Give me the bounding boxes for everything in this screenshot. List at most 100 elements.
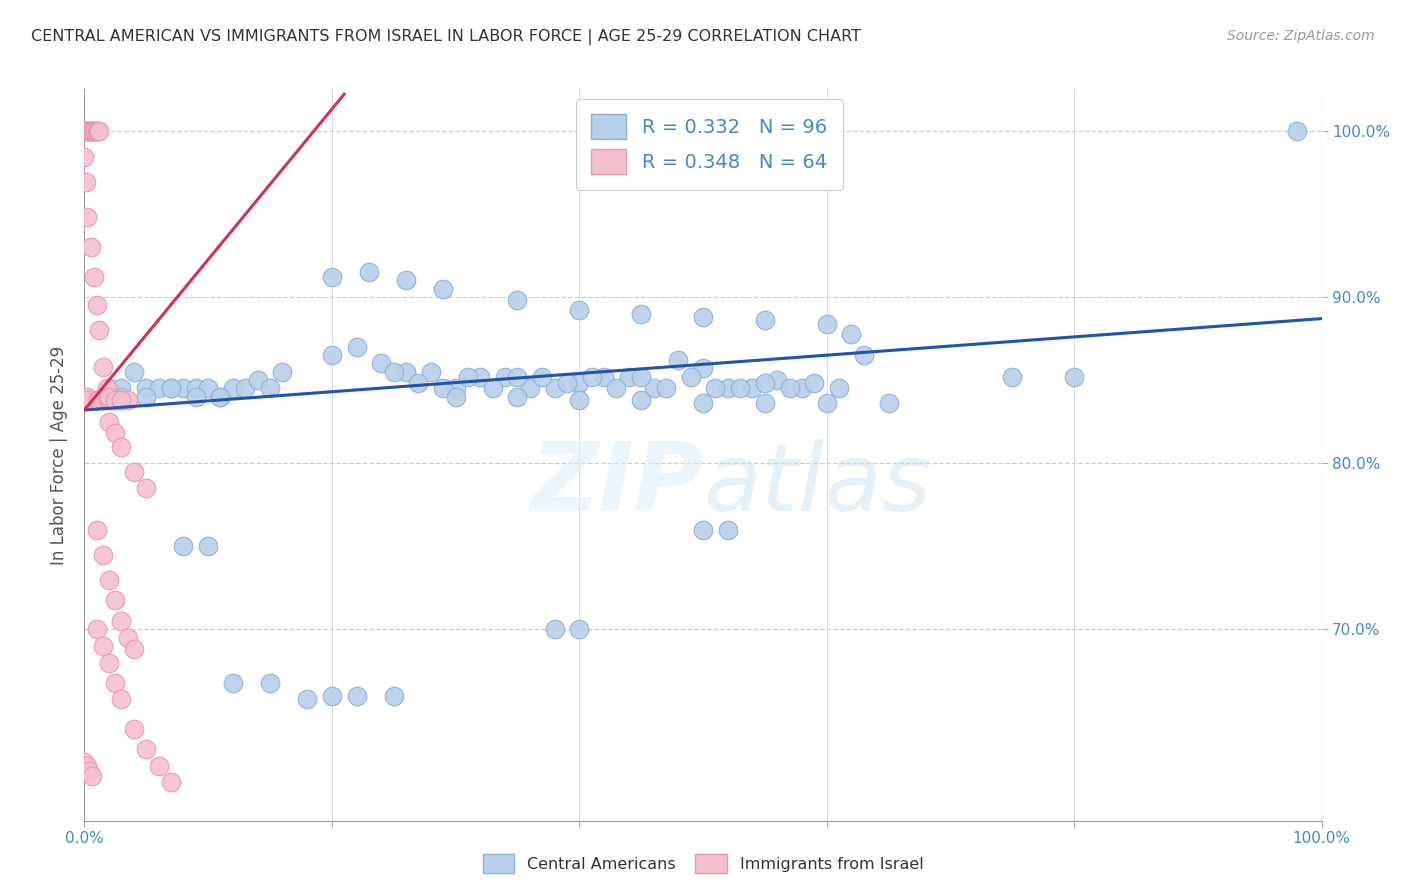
Point [395,365,418,379]
Point [80,124,103,138]
Point [76,210,98,224]
Point [543,381,565,395]
Point [135,742,157,756]
Point [73,756,96,770]
Point [110,381,132,395]
Point [91,548,114,562]
Point [754,396,776,410]
Point [104,392,127,407]
Text: atlas: atlas [703,439,931,530]
Point [98,390,121,404]
Point [815,317,838,331]
Point [444,381,467,395]
Point [815,396,838,410]
Point [86,623,108,637]
Point [184,381,207,395]
Point [630,369,652,384]
Point [108,392,131,407]
Point [741,381,763,395]
Point [104,426,127,441]
Point [617,369,640,384]
Point [76,124,98,138]
Point [100,392,122,407]
Point [470,369,492,384]
Point [728,381,751,395]
Point [110,692,132,706]
Point [630,307,652,321]
Point [122,642,145,657]
Point [766,373,789,387]
Point [89,323,111,337]
Point [89,124,111,138]
Point [852,348,875,362]
Point [321,689,343,703]
Point [754,313,776,327]
Point [172,539,194,553]
Point [457,369,479,384]
Point [593,369,616,384]
Point [841,326,863,341]
Point [160,381,183,395]
Point [419,365,441,379]
Point [222,381,245,395]
Point [568,392,591,407]
Point [259,381,281,395]
Point [506,390,529,404]
Point [117,631,139,645]
Point [110,392,132,407]
Point [79,764,101,778]
Point [122,465,145,479]
Point [295,692,318,706]
Point [110,440,132,454]
Point [543,623,565,637]
Point [704,381,727,395]
Point [506,293,529,308]
Point [828,381,851,395]
Point [98,415,121,429]
Point [259,675,281,690]
Point [98,392,121,407]
Point [197,381,219,395]
Point [271,365,294,379]
Point [75,175,97,189]
Point [1001,369,1024,384]
Point [87,124,110,138]
Point [506,369,529,384]
Point [197,539,219,553]
Y-axis label: In Labor Force | Age 25-29: In Labor Force | Age 25-29 [49,345,67,565]
Point [754,376,776,391]
Point [382,365,405,379]
Point [395,273,418,287]
Point [110,390,132,404]
Point [222,675,245,690]
Point [86,392,108,407]
Point [346,689,368,703]
Point [75,124,97,138]
Point [75,392,97,407]
Point [160,381,183,395]
Point [692,523,714,537]
Point [717,381,740,395]
Point [321,270,343,285]
Point [346,340,368,354]
Text: ZIP: ZIP [530,438,703,530]
Point [76,758,98,772]
Point [382,689,405,703]
Point [444,390,467,404]
Point [321,348,343,362]
Point [717,523,740,537]
Point [86,523,108,537]
Point [779,381,801,395]
Point [370,356,392,370]
Point [494,369,516,384]
Point [91,639,114,653]
Point [568,623,591,637]
Point [581,369,603,384]
Point [117,392,139,407]
Point [790,381,813,395]
Point [79,124,101,138]
Point [555,376,578,391]
Point [184,390,207,404]
Point [160,775,183,789]
Point [104,392,127,407]
